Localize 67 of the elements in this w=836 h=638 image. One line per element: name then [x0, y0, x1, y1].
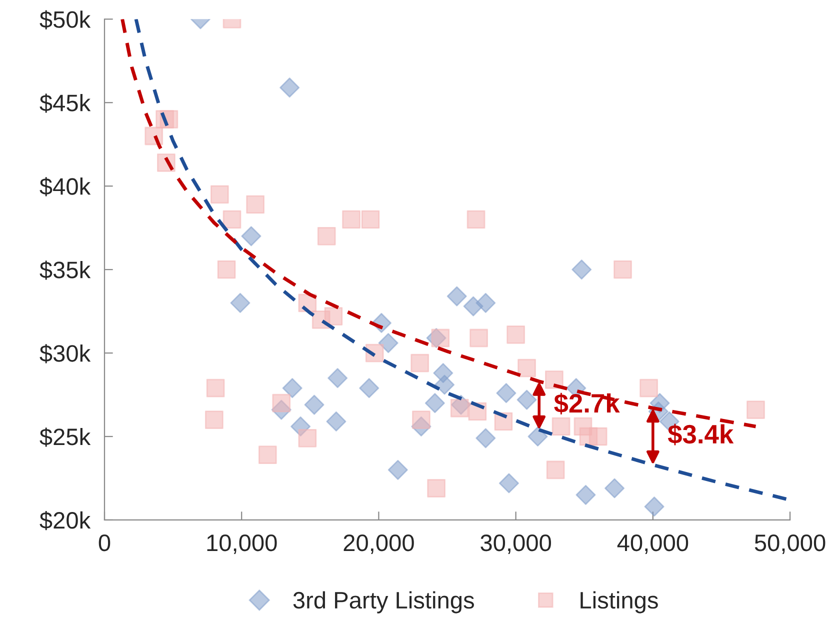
- point: [446, 286, 467, 306]
- y-tick-label: $50k: [40, 10, 91, 30]
- point: [282, 378, 302, 398]
- y-tick-label: $30k: [40, 344, 91, 364]
- legend-label: Listings: [580, 591, 658, 614]
- annotation: $3.4k: [668, 424, 734, 446]
- point: [317, 226, 336, 246]
- point: [604, 478, 625, 498]
- point: [326, 411, 346, 432]
- legend-label: 3rd Party Listings: [293, 591, 474, 614]
- point: [516, 390, 537, 410]
- point: [304, 394, 324, 415]
- y-tick-label: $40k: [40, 177, 91, 196]
- point: [272, 394, 291, 412]
- point: [476, 292, 496, 313]
- y-tick-label: $25k: [40, 428, 91, 447]
- point: [470, 328, 488, 348]
- point: [644, 496, 664, 517]
- point: [298, 428, 317, 448]
- point: [528, 426, 548, 447]
- point: [222, 210, 242, 229]
- point: [450, 398, 469, 418]
- point: [206, 378, 225, 398]
- point: [434, 374, 455, 395]
- point: [552, 417, 570, 436]
- point: [412, 410, 430, 430]
- point: [546, 460, 565, 480]
- annotation: $2.7k: [554, 392, 620, 414]
- x-tick-label: 50,000: [754, 534, 826, 554]
- point: [217, 260, 236, 279]
- x-tick-label: 30,000: [480, 534, 551, 554]
- point: [359, 378, 380, 398]
- point: [498, 473, 519, 494]
- point: [496, 383, 516, 404]
- point: [518, 358, 536, 378]
- point: [361, 210, 380, 229]
- point: [280, 78, 300, 98]
- point: [230, 292, 250, 313]
- point: [431, 328, 450, 348]
- x-tick-label: 10,000: [207, 534, 277, 554]
- point: [410, 354, 430, 372]
- point: [506, 325, 526, 344]
- y-tick-label: $45k: [40, 94, 91, 113]
- point: [210, 185, 229, 204]
- point: [204, 410, 224, 430]
- point: [246, 195, 265, 214]
- point: [378, 333, 398, 354]
- point: [614, 260, 632, 279]
- x-tick-label: 20,000: [344, 534, 414, 554]
- point: [241, 226, 262, 246]
- point: [424, 393, 445, 414]
- point: [388, 460, 408, 480]
- point: [476, 428, 496, 448]
- point: [588, 427, 608, 446]
- point: [466, 210, 486, 229]
- point: [258, 446, 277, 464]
- point: [427, 479, 446, 498]
- point: [328, 368, 348, 388]
- point: [746, 400, 765, 419]
- point: [572, 260, 592, 280]
- point: [342, 210, 360, 229]
- x-tick-label: 40,000: [617, 534, 688, 554]
- x-tick-label: 0: [98, 534, 110, 552]
- y-tick-label: $20k: [40, 511, 91, 530]
- point: [576, 484, 596, 505]
- point: [640, 378, 658, 398]
- y-tick-label: $35k: [40, 260, 91, 280]
